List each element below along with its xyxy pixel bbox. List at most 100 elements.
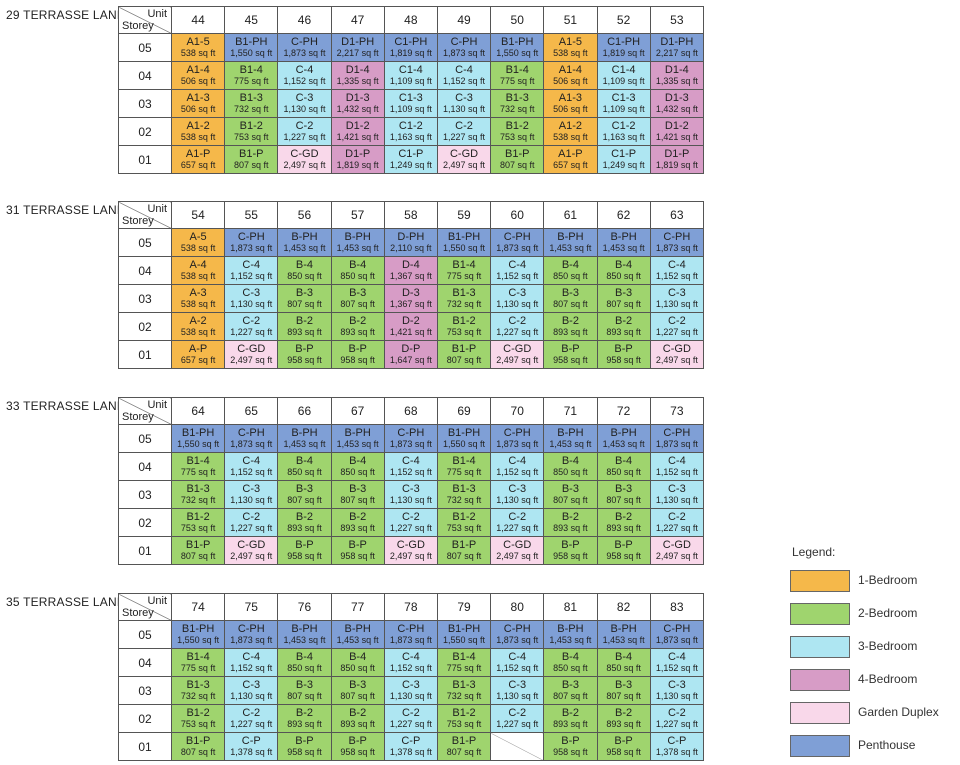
unit-type: C-2 [401,707,420,719]
unit-type: C-3 [667,483,686,495]
unit-type-cell: C1-4 1,109 sq ft [383,61,438,90]
unit-type-cell: B-4 850 sq ft [277,256,332,285]
unit-type-cell: A1-5 538 sq ft [543,33,598,62]
storey-number: 02 [118,704,172,733]
unit-area: 2,497 sq ft [496,550,539,561]
storey-row: 03 B1-3 732 sq ft C-3 1,130 sq ft B-3 807 sq f… [118,676,705,705]
unit-type: B1-3 [186,679,210,691]
unit-area: 506 sq ft [180,75,216,86]
unit-area: 1,453 sq ft [549,634,592,645]
storey-row: 01 A1-P 657 sq ft B1-P 807 sq ft C-GD 2,497 sq… [118,145,705,174]
unit-type-cell: C-4 1,152 sq ft [383,452,438,481]
unit-type-cell: B-4 850 sq ft [277,648,332,677]
unit-number: 67 [330,397,385,425]
unit-type-cell: C-PH 1,873 sq ft [649,228,705,257]
legend-label: 1-Bedroom [858,573,918,587]
unit-type-cell: C-2 1,227 sq ft [490,312,545,341]
unit-table: Unit Storey 74 75 76 77 78 79 80 81 82 83 05 B1-PH 1,5… [118,593,705,761]
unit-type-cell: C-GD 2,497 sq ft [383,536,438,565]
unit-type: B-P [295,735,314,747]
unit-type-cell: C-2 1,227 sq ft [490,704,545,733]
unit-area: 893 sq ft [340,326,375,337]
unit-area: 1,873 sq ft [496,634,539,645]
unit-type: B1-P [451,735,477,747]
unit-area: 958 sq ft [606,550,641,561]
unit-area: 1,130 sq ft [389,690,432,701]
unit-type: D1-P [345,148,371,160]
unit-type-cell: B-3 807 sq ft [277,480,332,509]
unit-type-cell: B1-3 732 sq ft [170,676,226,705]
unit-type-cell: B-P 958 sq ft [543,536,598,565]
unit-type: C-PH [663,231,691,243]
unit-type: B1-P [504,148,530,160]
unit-type-cell: C-PH 1,873 sq ft [490,424,545,453]
unit-type-cell: C-3 1,130 sq ft [436,89,492,118]
unit-type-cell: B-P 958 sq ft [543,732,598,761]
storey-number: 05 [118,620,172,649]
unit-number: 55 [224,201,279,229]
unit-area: 538 sq ft [180,326,216,337]
unit-type-cell: B1-2 753 sq ft [436,508,492,537]
unit-type: C-2 [242,315,261,327]
unit-type-cell: A1-P 657 sq ft [543,145,598,174]
unit-area: 1,227 sq ft [496,522,539,533]
unit-area: 1,367 sq ft [389,270,432,281]
unit-type-cell: C-4 1,152 sq ft [490,452,545,481]
unit-type: B1-2 [186,707,210,719]
unit-type: A-2 [189,315,207,327]
unit-type: C-2 [455,120,473,132]
storey-number: 02 [118,312,172,341]
unit-area: 807 sq ft [553,494,588,505]
storey-label: Storey [122,607,154,619]
unit-label: Unit [147,8,167,20]
unit-type-cell: B-3 807 sq ft [543,480,598,509]
unit-type: D1-P [664,148,690,160]
unit-type-cell: B1-P 807 sq ft [436,340,492,369]
unit-type-cell: C1-3 1,109 sq ft [596,89,651,118]
unit-area: 1,550 sq ft [230,47,273,58]
unit-area: 2,497 sq ft [496,354,539,365]
unit-type: A1-4 [186,64,210,76]
unit-type-cell: B1-2 753 sq ft [170,704,226,733]
unit-area: 958 sq ft [287,550,322,561]
unit-type: C-PH [663,427,691,439]
unit-type: B1-2 [452,707,476,719]
unit-type-cell: B-PH 1,453 sq ft [277,228,332,257]
unit-area: 1,227 sq ft [496,326,539,337]
unit-type: B-P [561,343,580,355]
unit-area: 506 sq ft [553,103,588,114]
unit-number: 50 [490,6,545,34]
unit-area: 1,130 sq ft [655,298,698,309]
unit-type-cell: C-3 1,130 sq ft [490,284,545,313]
unit-type-cell: D1-PH 2,217 sq ft [649,33,705,62]
unit-area: 1,873 sq ft [230,634,273,645]
storey-number: 03 [118,284,172,313]
unit-area: 807 sq ft [287,690,322,701]
storey-row: 04 A-4 538 sq ft C-4 1,152 sq ft B-4 850 sq ft… [118,256,705,285]
unit-type: B-3 [349,287,367,299]
unit-type-cell: B-2 893 sq ft [330,312,385,341]
unit-area: 850 sq ft [340,662,375,673]
unit-area: 1,453 sq ft [549,438,592,449]
unit-type: B-3 [561,679,579,691]
unit-number: 61 [543,201,598,229]
unit-type-cell: C-4 1,152 sq ft [649,256,705,285]
unit-area: 538 sq ft [180,270,216,281]
legend-title: Legend: [792,545,836,559]
unit-area: 1,453 sq ft [283,438,326,449]
unit-type: B-P [614,735,633,747]
unit-type: C-4 [242,259,261,271]
unit-type: B-4 [295,259,314,271]
unit-area: 2,497 sq ft [389,550,432,561]
unit-type: C-PH [503,231,531,243]
unit-type-cell: B1-PH 1,550 sq ft [224,33,279,62]
unit-type-cell: B-2 893 sq ft [543,704,598,733]
unit-type-cell: B1-P 807 sq ft [170,536,226,565]
unit-type: D-2 [401,315,420,327]
unit-area: 1,130 sq ft [496,494,539,505]
unit-type: A1-3 [558,92,583,104]
unit-area: 1,152 sq ft [655,270,698,281]
unit-area: 1,550 sq ft [443,438,486,449]
unit-type-cell: B1-4 775 sq ft [170,648,226,677]
unit-type: A1-P [185,148,211,160]
